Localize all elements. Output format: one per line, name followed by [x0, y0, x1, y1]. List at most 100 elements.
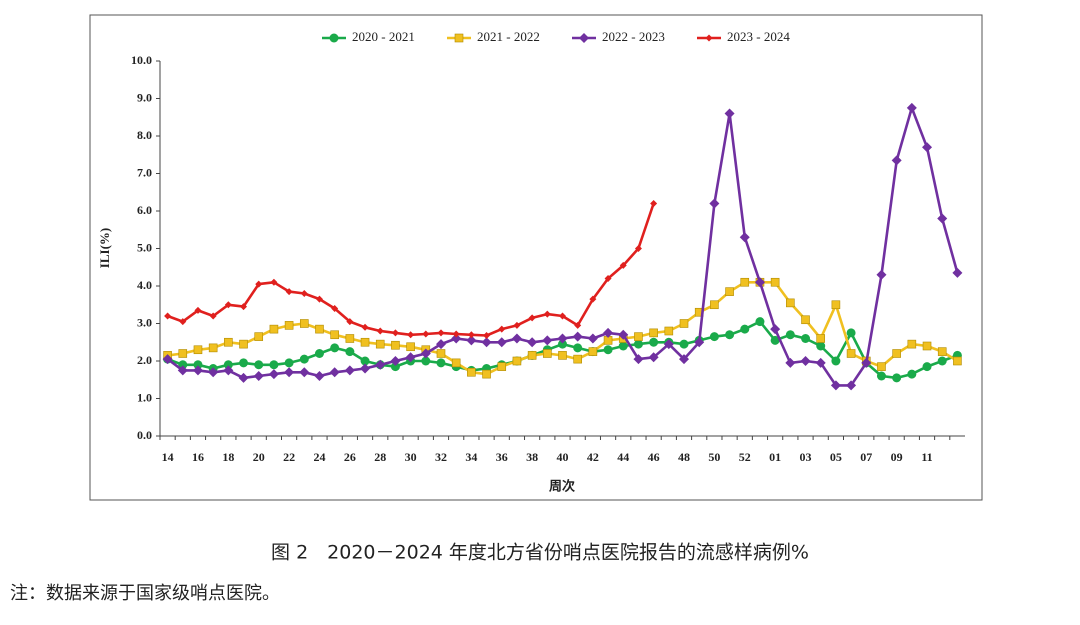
data-point [725, 287, 734, 296]
data-point [528, 314, 536, 322]
data-point [543, 349, 552, 358]
data-point [315, 295, 323, 303]
data-point [876, 269, 887, 280]
data-point [739, 232, 750, 243]
x-tick-label: 34 [465, 450, 477, 464]
data-point [740, 324, 750, 334]
x-tick-label: 38 [526, 450, 538, 464]
data-point [634, 245, 642, 252]
legend-marker [329, 33, 339, 43]
data-point [481, 337, 492, 348]
data-point [177, 365, 188, 376]
data-point [192, 365, 203, 376]
data-point [603, 327, 614, 338]
data-point [496, 337, 507, 348]
data-point [573, 343, 583, 353]
x-tick-label: 03 [800, 450, 812, 464]
data-point [466, 335, 477, 346]
x-tick-label: 42 [587, 450, 599, 464]
data-point [892, 373, 902, 383]
x-tick-label: 40 [557, 450, 569, 464]
legend-label: 2020 - 2021 [352, 29, 415, 44]
data-point [299, 367, 310, 378]
data-point [162, 354, 173, 365]
data-point [906, 102, 917, 113]
x-tick-label: 36 [496, 450, 508, 464]
data-point [299, 354, 309, 364]
y-tick-label: 3.0 [137, 315, 152, 329]
data-point [498, 325, 506, 333]
data-point [907, 369, 917, 379]
data-point [329, 367, 340, 378]
data-point [178, 360, 188, 370]
data-point [345, 347, 355, 357]
data-point [451, 333, 462, 344]
data-point [224, 301, 232, 309]
data-point [208, 343, 218, 353]
legend-marker [454, 33, 464, 43]
data-point [270, 278, 278, 286]
data-point [391, 340, 400, 350]
data-point [331, 305, 339, 312]
x-tick-label: 09 [891, 450, 903, 464]
y-tick-label: 4.0 [137, 278, 152, 292]
data-point [679, 319, 689, 328]
data-point [922, 362, 932, 372]
data-point [375, 339, 385, 349]
data-point [558, 351, 567, 360]
caption: 图 2 2020－2024 年度北方省份哨点医院报告的流感样病例% [271, 542, 809, 564]
data-point [754, 277, 765, 288]
data-point [679, 354, 690, 365]
data-point [770, 335, 780, 345]
data-point [390, 356, 401, 366]
data-point [557, 333, 568, 344]
data-point [405, 352, 416, 363]
data-point [907, 339, 917, 349]
data-point [344, 365, 355, 376]
data-point [208, 367, 219, 378]
data-point [467, 367, 476, 377]
x-tick-label: 48 [678, 450, 690, 464]
data-point [422, 330, 430, 338]
data-point [483, 332, 491, 339]
data-point [710, 300, 719, 310]
data-point [314, 349, 324, 358]
data-point [451, 358, 461, 368]
x-tick-label: 50 [708, 450, 720, 464]
data-point [649, 328, 658, 338]
data-point [376, 327, 384, 335]
data-point [346, 318, 354, 326]
data-point [193, 345, 203, 355]
data-point [360, 363, 371, 374]
data-point [816, 341, 826, 351]
data-point [922, 341, 932, 351]
data-point [178, 349, 188, 358]
data-point [755, 317, 765, 327]
y-tick-label: 7.0 [137, 165, 152, 179]
data-point [437, 329, 445, 337]
x-tick-label: 32 [435, 450, 447, 464]
chart-frame [89, 14, 983, 501]
data-point [345, 334, 355, 343]
note: 注：数据来源于国家级哨点医院。 [10, 583, 280, 604]
data-point [284, 358, 294, 368]
data-point [922, 142, 933, 153]
data-point [239, 358, 249, 368]
data-point [573, 354, 582, 364]
x-tick-label: 18 [222, 450, 234, 464]
data-point [953, 356, 962, 366]
y-tick-label: 8.0 [137, 128, 152, 142]
data-point [255, 280, 263, 288]
x-tick-label: 46 [648, 450, 660, 464]
data-point [876, 371, 886, 381]
data-point [254, 360, 264, 370]
data-point [269, 324, 279, 334]
data-point [209, 312, 217, 320]
data-point [390, 362, 400, 372]
x-tick-label: 05 [830, 450, 842, 464]
x-tick-label: 22 [283, 450, 295, 464]
data-point [634, 332, 643, 341]
data-point [467, 331, 475, 339]
x-tick-label: 44 [617, 450, 629, 464]
